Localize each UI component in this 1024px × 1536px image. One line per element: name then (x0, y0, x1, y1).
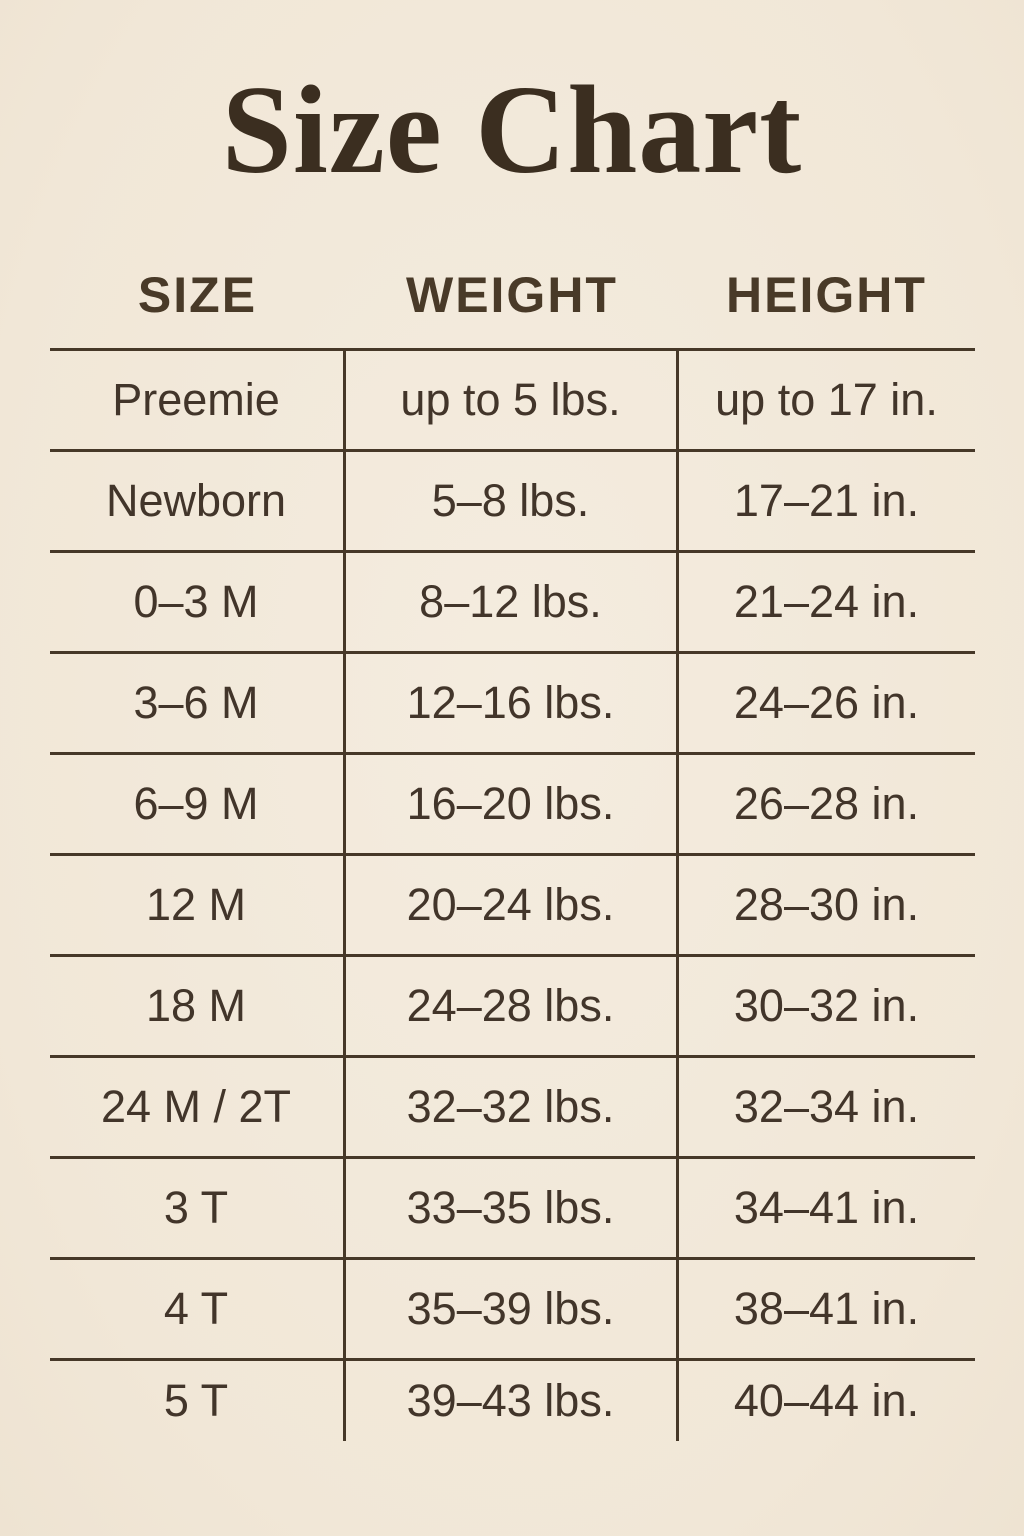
page-title: Size Chart (221, 61, 803, 200)
weight-cell: 33–35 lbs. (346, 1158, 679, 1257)
table-row: 18 M 24–28 lbs. 30–32 in. (49, 956, 975, 1058)
weight-cell: 12–16 lbs. (346, 653, 679, 752)
weight-cell: 35–39 lbs. (346, 1259, 679, 1358)
height-cell: up to 17 in. (715, 373, 938, 425)
size-cell: 3–6 M (50, 653, 346, 752)
table-row: 3 T 33–35 lbs. 34–41 in. (49, 1158, 975, 1260)
size-cell: 24 M / 2T (50, 1057, 346, 1156)
table-row: 4 T 35–39 lbs. 38–41 in. (49, 1259, 975, 1361)
table-row: 3–6 M 12–16 lbs. 24–26 in. (49, 653, 975, 755)
table-header-row: SIZE WEIGHT HEIGHT (49, 247, 975, 351)
weight-cell: 5–8 lbs. (346, 451, 679, 550)
table-row: 12 M 20–24 lbs. 28–30 in. (49, 855, 975, 957)
weight-cell: 8–12 lbs. (346, 552, 679, 651)
column-header-weight: WEIGHT (406, 266, 618, 323)
table-row: Newborn 5–8 lbs. 17–21 in. (49, 451, 975, 553)
height-cell: 30–32 in. (733, 979, 920, 1031)
height-cell: 40–44 in. (733, 1374, 920, 1426)
height-cell: 24–26 in. (733, 676, 920, 728)
table-row: Preemie up to 5 lbs. up to 17 in. (49, 350, 975, 452)
height-cell: 17–21 in. (733, 474, 920, 526)
table-row: 24 M / 2T 32–32 lbs. 32–34 in. (49, 1057, 975, 1159)
column-header-height: HEIGHT (726, 266, 927, 323)
weight-cell: 24–28 lbs. (346, 956, 679, 1055)
weight-cell: 20–24 lbs. (346, 855, 679, 954)
size-table: SIZE WEIGHT HEIGHT Preemie up to 5 lbs. … (49, 247, 975, 1441)
height-cell: 26–28 in. (733, 777, 920, 829)
size-cell: 6–9 M (50, 754, 346, 853)
weight-cell: 16–20 lbs. (346, 754, 679, 853)
height-cell: 32–34 in. (733, 1080, 920, 1132)
size-cell: 5 T (50, 1360, 346, 1441)
height-cell: 38–41 in. (733, 1282, 920, 1334)
height-cell: 21–24 in. (733, 575, 920, 627)
table-row: 6–9 M 16–20 lbs. 26–28 in. (49, 754, 975, 856)
size-cell: 0–3 M (50, 552, 346, 651)
size-cell: 12 M (50, 855, 346, 954)
size-cell: 4 T (50, 1259, 346, 1358)
column-header-size: SIZE (137, 266, 258, 323)
table-row: 5 T 39–43 lbs. 40–44 in. (50, 1360, 975, 1441)
weight-cell: up to 5 lbs. (346, 350, 679, 449)
height-cell: 28–30 in. (733, 878, 920, 930)
size-cell: Preemie (50, 350, 346, 449)
weight-cell: 32–32 lbs. (346, 1057, 679, 1156)
table-row: 0–3 M 8–12 lbs. 21–24 in. (49, 552, 975, 654)
height-cell: 34–41 in. (733, 1181, 920, 1233)
size-cell: 3 T (50, 1158, 346, 1257)
size-cell: 18 M (50, 956, 346, 1055)
size-cell: Newborn (50, 451, 346, 550)
weight-cell: 39–43 lbs. (346, 1360, 679, 1441)
